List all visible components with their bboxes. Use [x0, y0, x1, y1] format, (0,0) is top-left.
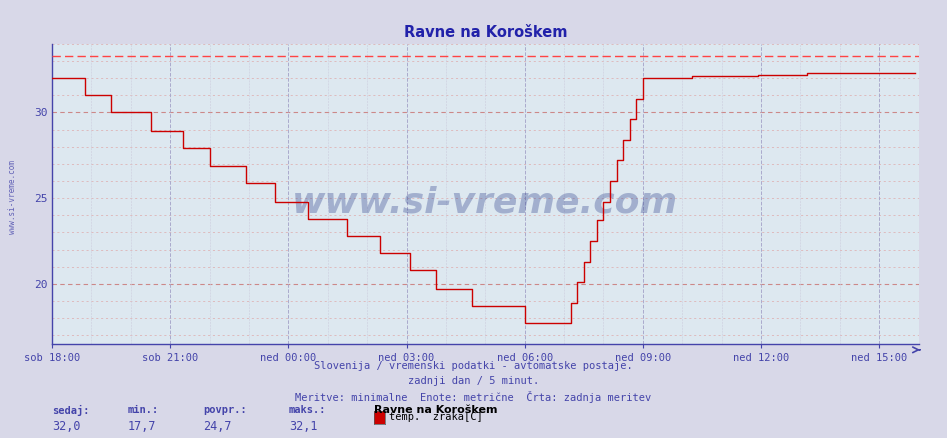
- Text: www.si-vreme.com: www.si-vreme.com: [293, 186, 678, 220]
- Text: Slovenija / vremenski podatki - avtomatske postaje.: Slovenija / vremenski podatki - avtomats…: [314, 361, 633, 371]
- Text: temp.  zraka[C]: temp. zraka[C]: [389, 412, 483, 422]
- Text: www.si-vreme.com: www.si-vreme.com: [8, 160, 17, 234]
- Text: sedaj:: sedaj:: [52, 405, 90, 416]
- Text: povpr.:: povpr.:: [204, 405, 247, 415]
- Text: zadnji dan / 5 minut.: zadnji dan / 5 minut.: [408, 376, 539, 386]
- Text: 24,7: 24,7: [204, 420, 232, 434]
- Text: Meritve: minimalne  Enote: metrične  Črta: zadnja meritev: Meritve: minimalne Enote: metrične Črta:…: [295, 391, 652, 403]
- Title: Ravne na Koroškem: Ravne na Koroškem: [403, 25, 567, 40]
- Text: min.:: min.:: [128, 405, 159, 415]
- Text: 17,7: 17,7: [128, 420, 156, 434]
- Text: maks.:: maks.:: [289, 405, 327, 415]
- Text: 32,1: 32,1: [289, 420, 317, 434]
- Text: 32,0: 32,0: [52, 420, 80, 434]
- Text: Ravne na Koroškem: Ravne na Koroškem: [374, 405, 497, 415]
